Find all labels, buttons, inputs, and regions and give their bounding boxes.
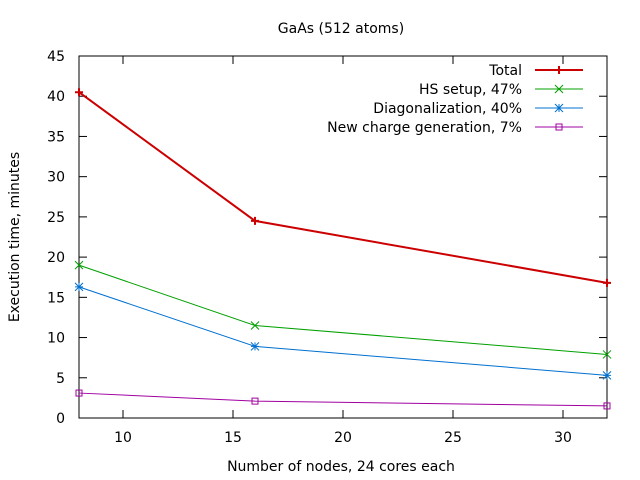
legend-label: HS setup, 47% bbox=[419, 82, 522, 98]
series-3 bbox=[75, 389, 611, 410]
series-1 bbox=[74, 260, 612, 359]
series-2 bbox=[74, 282, 612, 380]
cross-marker bbox=[250, 321, 260, 330]
y-axis-label: Execution time, minutes bbox=[7, 152, 23, 322]
square-marker bbox=[603, 402, 611, 410]
x-axis-label: Number of nodes, 24 cores each bbox=[227, 459, 455, 475]
x-tick-label: 25 bbox=[444, 430, 462, 446]
y-tick-label: 25 bbox=[47, 210, 65, 226]
cross-marker bbox=[554, 84, 564, 94]
plus-marker bbox=[75, 88, 83, 97]
plus-marker bbox=[555, 66, 563, 74]
star-marker bbox=[250, 342, 260, 351]
y-tick-label: 40 bbox=[47, 89, 65, 105]
legend: Total HS setup, 47% Diagonalization, 40% Ne… bbox=[327, 63, 583, 136]
square-marker bbox=[251, 397, 259, 405]
series-0 bbox=[75, 88, 611, 287]
series-line bbox=[78, 286, 608, 376]
y-tick-label: 0 bbox=[56, 411, 65, 427]
y-tick-label: 30 bbox=[47, 170, 65, 186]
legend-label: New charge generation, 7% bbox=[327, 120, 522, 136]
star-marker bbox=[74, 282, 84, 292]
plus-marker bbox=[603, 278, 611, 287]
x-tick-label: 10 bbox=[114, 430, 132, 446]
square-marker bbox=[555, 123, 563, 131]
x-tick-label: 30 bbox=[554, 430, 572, 446]
y-tick-label: 35 bbox=[47, 129, 65, 145]
cross-marker bbox=[602, 350, 612, 359]
y-tick-label: 15 bbox=[47, 290, 65, 306]
legend-label: Total bbox=[488, 63, 522, 79]
series-line bbox=[78, 264, 608, 355]
x-tick-label: 20 bbox=[334, 430, 352, 446]
y-tick-label: 45 bbox=[47, 49, 65, 65]
star-marker bbox=[554, 103, 564, 113]
square-marker bbox=[75, 389, 83, 397]
y-tick-label: 5 bbox=[56, 371, 65, 387]
chart-title: GaAs (512 atoms) bbox=[278, 21, 404, 37]
y-tick-label: 20 bbox=[47, 250, 65, 266]
y-tick-label: 10 bbox=[47, 331, 65, 347]
star-marker bbox=[602, 371, 612, 380]
plot-axes: 0 5 10 15 20 25 30 35 40 45 10 15 20 25 30 bbox=[47, 49, 608, 446]
cross-marker bbox=[74, 260, 84, 270]
series-group bbox=[74, 88, 612, 410]
x-tick-label: 15 bbox=[224, 430, 242, 446]
plus-marker bbox=[251, 216, 259, 225]
series-line bbox=[78, 392, 608, 407]
legend-label: Diagonalization, 40% bbox=[373, 101, 522, 117]
